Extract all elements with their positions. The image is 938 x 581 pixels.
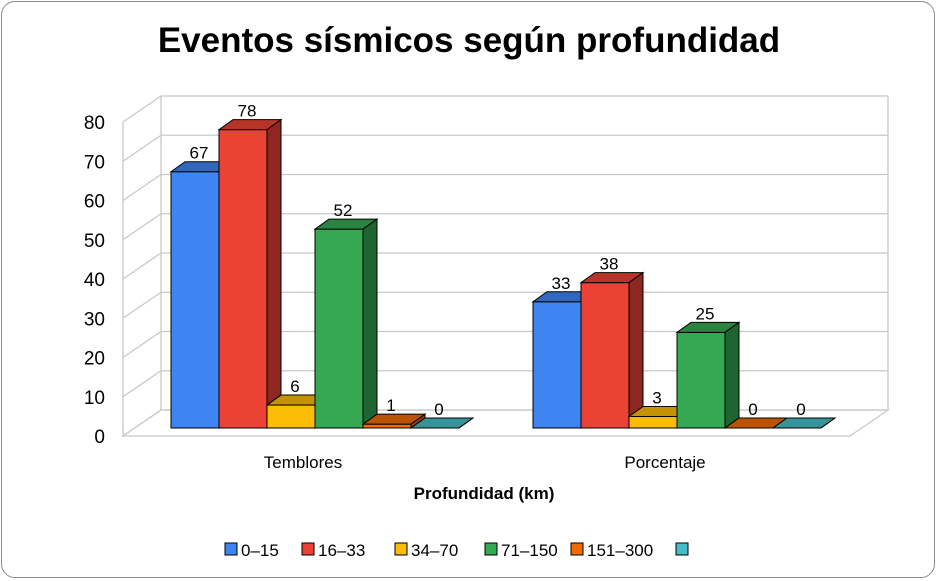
gridline-side: [122, 213, 162, 241]
legend-item: 71–150: [484, 541, 558, 560]
data-labels: 67 78 6 52 1 0 33 38 3 25 0 0: [190, 102, 806, 419]
y-tick-label: 30: [84, 309, 105, 330]
y-tick-label: 40: [84, 270, 105, 291]
bar: [579, 271, 645, 429]
y-tick-label: 80: [84, 113, 105, 134]
bar: [675, 321, 741, 429]
data-label: 78: [238, 102, 257, 121]
data-label: 38: [600, 255, 619, 274]
gridline-side: [122, 252, 162, 280]
data-label: 67: [190, 144, 209, 163]
x-axis-categories: Temblores Porcentaje: [264, 453, 706, 472]
data-label: 0: [796, 400, 805, 419]
data-label: 1: [386, 396, 395, 415]
legend-label: 71–150: [501, 541, 558, 560]
y-tick-label: 60: [84, 192, 105, 213]
bar-front: [170, 171, 220, 429]
legend-swatch: [301, 542, 315, 556]
bar: [217, 118, 283, 429]
bar-front: [676, 331, 726, 429]
legend-swatch: [675, 542, 689, 556]
bar-side: [820, 417, 836, 429]
bar-front: [580, 282, 630, 429]
y-tick-label: 20: [84, 349, 105, 370]
bar-side: [458, 417, 474, 429]
bar-side: [266, 118, 282, 429]
legend-item: [675, 542, 689, 556]
bar-front: [314, 228, 364, 429]
bar-side: [628, 271, 644, 429]
legend-swatch: [394, 542, 408, 556]
y-tick-label: 0: [94, 427, 105, 448]
y-axis-ticks: 0 10 20 30 40 50 60 70 80: [84, 113, 105, 448]
gridline-side: [122, 134, 162, 162]
data-label: 0: [748, 400, 757, 419]
bar: [771, 417, 837, 429]
legend-label: 34–70: [411, 541, 458, 560]
data-label: 0: [434, 400, 443, 419]
gridline-side: [122, 173, 162, 202]
gridline-side: [122, 370, 162, 398]
legend-label: 151–300: [587, 541, 653, 560]
legend-item: 0–15: [224, 541, 279, 560]
data-label: 6: [290, 377, 299, 396]
bar-front: [266, 404, 316, 429]
floor: [120, 409, 891, 437]
category-label: Porcentaje: [624, 453, 705, 472]
data-label: 52: [334, 201, 353, 220]
bar-front: [532, 301, 582, 429]
legend-swatch: [484, 542, 498, 556]
legend: 0–15 16–33 34–70 71–150 151–300: [224, 541, 689, 560]
y-tick-label: 50: [84, 231, 105, 252]
legend-item: 34–70: [394, 541, 458, 560]
category-label: Temblores: [264, 453, 342, 472]
legend-swatch: [224, 542, 238, 556]
data-label: 25: [696, 304, 715, 323]
bar-front: [362, 423, 412, 429]
gridline-side: [122, 95, 162, 123]
legend-item: 151–300: [570, 541, 653, 560]
gridline-side: [122, 330, 162, 359]
y-tick-label: 70: [84, 152, 105, 173]
bar: [409, 417, 475, 429]
bar: [313, 218, 379, 429]
x-axis-title: Profundidad (km): [414, 484, 555, 503]
gridline-side: [122, 291, 162, 319]
y-tick-label: 10: [84, 388, 105, 409]
data-label: 33: [552, 274, 571, 293]
bar: [361, 413, 427, 429]
chart-title: Eventos sísmicos según profundidad: [158, 21, 780, 60]
bar-side: [724, 321, 740, 429]
legend-label: 16–33: [318, 541, 365, 560]
data-label: 3: [652, 389, 661, 408]
legend-label: 0–15: [241, 541, 279, 560]
bars-group: [169, 118, 837, 429]
bar-front: [218, 129, 268, 429]
legend-item: 16–33: [301, 541, 365, 560]
legend-swatch: [570, 542, 584, 556]
bar-front: [628, 416, 678, 429]
bar-side: [362, 218, 378, 429]
